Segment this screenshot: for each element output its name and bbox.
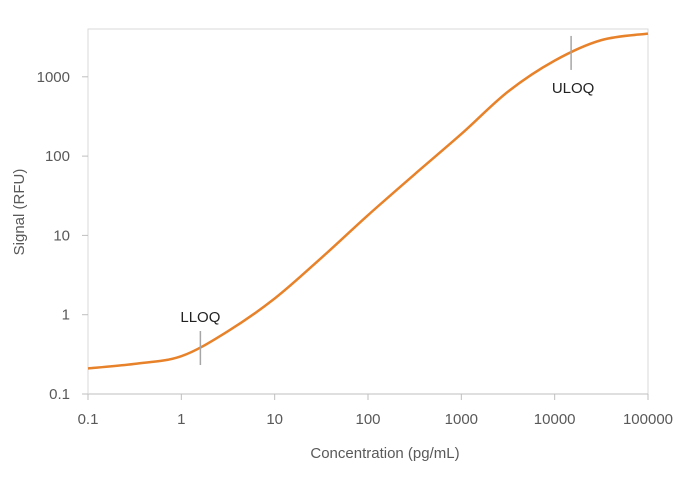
standard-curve-line xyxy=(87,32,649,370)
y-tick-label: 0.1 xyxy=(49,386,70,403)
x-tick-label: 1 xyxy=(177,411,185,428)
x-tick-label: 10 xyxy=(266,411,283,428)
y-tick-label: 10 xyxy=(53,227,70,244)
x-tick-label: 0.1 xyxy=(78,411,99,428)
x-axis-title: Concentration (pg/mL) xyxy=(310,445,459,462)
annotations-layer: LLOQ ULOQ xyxy=(180,35,595,366)
x-tick-label: 10000 xyxy=(534,411,576,428)
y-tick-label: 1000 xyxy=(37,69,70,86)
lloq-label: LLOQ xyxy=(180,309,220,326)
series-layer xyxy=(87,32,649,370)
y-tick-label: 1 xyxy=(62,307,70,324)
uloq-label: ULOQ xyxy=(552,80,595,97)
x-tick-label: 100000 xyxy=(623,411,673,428)
y-tick-label: 100 xyxy=(45,148,70,165)
x-tick-label: 1000 xyxy=(445,411,478,428)
axes: 0.1 1 10 100 1000 10000 100000 0.1 1 10 100 1000 xyxy=(37,29,673,428)
x-tick-label: 100 xyxy=(355,411,380,428)
y-axis-title: Signal (RFU) xyxy=(11,169,28,256)
